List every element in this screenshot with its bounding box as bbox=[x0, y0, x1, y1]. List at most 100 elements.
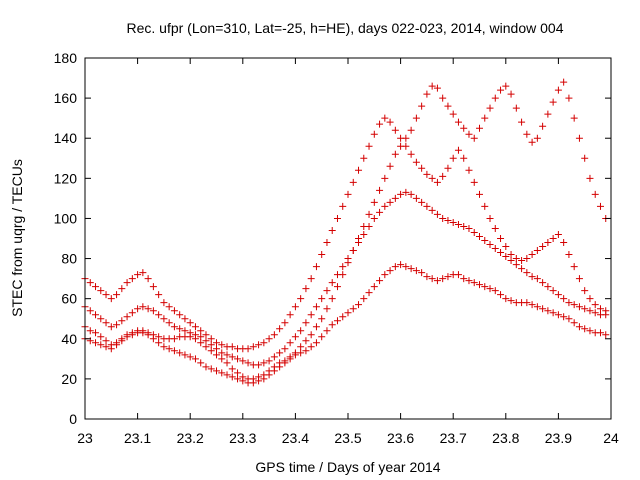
data-point bbox=[502, 295, 510, 303]
data-point bbox=[181, 315, 189, 323]
data-point bbox=[486, 104, 494, 112]
data-point bbox=[544, 239, 552, 247]
data-point bbox=[449, 218, 457, 226]
data-point bbox=[439, 94, 447, 102]
y-tick-label: 140 bbox=[54, 130, 78, 146]
data-point bbox=[423, 202, 431, 210]
plot-area bbox=[81, 78, 610, 387]
data-point bbox=[302, 347, 310, 355]
data-point bbox=[549, 98, 557, 106]
data-point bbox=[297, 327, 305, 335]
data-point bbox=[449, 110, 457, 118]
data-point bbox=[586, 174, 594, 182]
data-point bbox=[202, 337, 210, 345]
data-point bbox=[270, 331, 278, 339]
data-point bbox=[139, 269, 147, 277]
data-point bbox=[560, 313, 568, 321]
data-point bbox=[549, 287, 557, 295]
data-point bbox=[202, 343, 210, 351]
data-point bbox=[118, 285, 126, 293]
data-point bbox=[118, 337, 126, 345]
y-tick-label: 80 bbox=[61, 251, 77, 267]
data-point bbox=[281, 359, 289, 367]
data-point bbox=[560, 295, 568, 303]
data-point bbox=[586, 295, 594, 303]
data-point bbox=[344, 259, 352, 267]
data-point bbox=[491, 94, 499, 102]
data-point bbox=[307, 311, 315, 319]
data-point bbox=[454, 146, 462, 154]
data-point bbox=[565, 94, 573, 102]
y-tick-label: 100 bbox=[54, 210, 78, 226]
data-point bbox=[181, 351, 189, 359]
data-point bbox=[370, 130, 378, 138]
x-tick-label: 23.4 bbox=[282, 430, 309, 446]
data-point bbox=[481, 114, 489, 122]
data-point bbox=[575, 275, 583, 283]
data-point bbox=[412, 267, 420, 275]
data-point bbox=[134, 305, 142, 313]
data-point bbox=[86, 307, 94, 315]
data-point bbox=[549, 235, 557, 242]
data-point bbox=[518, 257, 526, 265]
data-point bbox=[539, 279, 547, 287]
data-point bbox=[596, 202, 604, 210]
data-point bbox=[539, 305, 547, 313]
data-point bbox=[381, 174, 389, 182]
data-point bbox=[528, 301, 536, 309]
data-point bbox=[107, 295, 115, 303]
data-point bbox=[497, 249, 505, 257]
data-point bbox=[223, 351, 231, 359]
data-point bbox=[191, 331, 199, 339]
data-point bbox=[339, 271, 347, 279]
data-point bbox=[97, 287, 105, 295]
data-point bbox=[481, 202, 489, 210]
data-point bbox=[239, 377, 247, 385]
data-point bbox=[539, 122, 547, 130]
data-point bbox=[470, 134, 478, 142]
data-point bbox=[255, 341, 263, 349]
data-point bbox=[476, 232, 483, 240]
data-point bbox=[113, 341, 121, 349]
data-point bbox=[218, 355, 226, 363]
data-point bbox=[528, 273, 536, 281]
data-point bbox=[360, 230, 368, 238]
data-point bbox=[123, 279, 131, 287]
data-point bbox=[323, 327, 331, 335]
data-point bbox=[202, 331, 210, 339]
data-point bbox=[265, 335, 273, 343]
x-tick-label: 23.9 bbox=[545, 430, 572, 446]
data-point bbox=[412, 158, 420, 166]
data-point bbox=[497, 291, 505, 299]
data-point bbox=[502, 243, 510, 251]
data-point bbox=[386, 118, 394, 126]
data-point bbox=[291, 333, 299, 341]
data-point bbox=[260, 339, 268, 347]
data-point bbox=[312, 339, 320, 347]
data-point bbox=[497, 86, 505, 94]
data-point bbox=[160, 343, 168, 351]
data-point bbox=[407, 126, 415, 134]
data-point bbox=[439, 214, 447, 222]
data-point bbox=[297, 295, 305, 303]
data-point bbox=[107, 345, 115, 353]
data-point bbox=[428, 206, 436, 214]
data-point bbox=[234, 355, 242, 363]
data-point bbox=[407, 150, 415, 158]
data-point bbox=[439, 172, 447, 180]
data-point bbox=[113, 321, 121, 329]
data-point bbox=[355, 166, 363, 174]
data-point bbox=[370, 283, 378, 291]
data-point bbox=[213, 345, 220, 353]
data-point bbox=[602, 307, 610, 315]
data-point bbox=[92, 283, 100, 291]
data-point bbox=[123, 313, 131, 321]
data-point bbox=[318, 251, 326, 259]
data-point bbox=[433, 277, 441, 285]
data-point bbox=[581, 154, 589, 162]
data-point bbox=[565, 299, 573, 307]
data-series bbox=[81, 188, 610, 369]
data-point bbox=[523, 255, 531, 263]
data-point bbox=[255, 377, 263, 385]
data-point bbox=[128, 309, 136, 317]
